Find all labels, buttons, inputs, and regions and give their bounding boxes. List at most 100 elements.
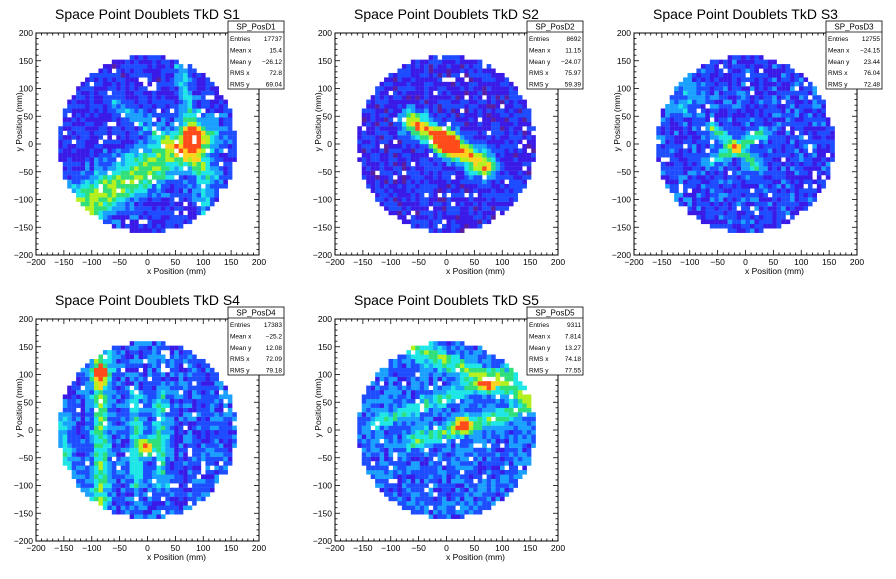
heatmap-bin: [504, 148, 509, 153]
heatmap-bin: [63, 126, 68, 131]
heatmap-bin: [728, 108, 733, 113]
heatmap-bin: [139, 131, 144, 136]
heatmap-bin: [692, 162, 697, 167]
heatmap-bin: [415, 166, 420, 171]
heatmap-bin: [188, 148, 193, 153]
heatmap-bin: [139, 113, 144, 118]
heatmap-bin: [817, 153, 822, 158]
heatmap-bin: [134, 228, 139, 233]
heatmap-bin: [683, 135, 688, 140]
heatmap-bin: [188, 219, 193, 224]
heatmap-bin: [500, 162, 505, 167]
heatmap-bin: [148, 430, 153, 435]
heatmap-bin: [447, 113, 452, 118]
heatmap-bin: [192, 69, 197, 74]
heatmap-bin: [393, 82, 398, 87]
heatmap-bin: [821, 117, 826, 122]
heatmap-bin: [121, 193, 126, 198]
heatmap-bin: [165, 73, 170, 78]
heatmap-bin: [732, 171, 737, 176]
heatmap-bin: [197, 426, 202, 431]
heatmap-bin: [741, 69, 746, 74]
heatmap-bin: [170, 219, 175, 224]
heatmap-bin: [112, 206, 117, 211]
heatmap-bin: [389, 171, 394, 176]
heatmap-bin: [746, 100, 751, 105]
heatmap-bin: [205, 417, 210, 422]
heatmap-bin: [112, 73, 117, 78]
heatmap-bin: [817, 184, 822, 189]
heatmap-bin: [174, 426, 179, 431]
heatmap-bin: [143, 461, 148, 466]
heatmap-bin: [429, 122, 434, 127]
heatmap-bin: [210, 193, 215, 198]
heatmap-bin: [696, 135, 701, 140]
heatmap-bin: [464, 166, 469, 171]
heatmap-bin: [527, 140, 532, 145]
heatmap-bin: [170, 510, 175, 515]
heatmap-bin: [125, 82, 130, 87]
heatmap-bin: [464, 104, 469, 109]
heatmap-bin: [786, 211, 791, 216]
heatmap-bin: [469, 135, 474, 140]
heatmap-bin: [143, 505, 148, 510]
heatmap-bin: [384, 100, 389, 105]
heatmap-bin: [98, 483, 103, 488]
heatmap-bin: [362, 162, 367, 167]
heatmap-bin: [473, 122, 478, 127]
heatmap-bin: [728, 157, 733, 162]
heatmap-bin: [786, 131, 791, 136]
heatmap-bin: [67, 439, 72, 444]
heatmap-bin: [790, 202, 795, 207]
heatmap-bin: [188, 77, 193, 82]
heatmap-bin: [223, 171, 228, 176]
heatmap-bin: [790, 131, 795, 136]
heatmap-bin: [139, 108, 144, 113]
heatmap-bin: [130, 64, 135, 69]
heatmap-bin: [223, 180, 228, 185]
heatmap-bin: [732, 55, 737, 60]
heatmap-bin: [799, 86, 804, 91]
heatmap-bin: [754, 104, 759, 109]
heatmap-bin: [469, 219, 474, 224]
heatmap-bin: [424, 126, 429, 131]
heatmap-bin: [63, 162, 68, 167]
heatmap-bin: [411, 100, 416, 105]
heatmap-bin: [438, 60, 443, 65]
heatmap-bin: [504, 140, 509, 145]
heatmap-bin: [705, 113, 710, 118]
heatmap-bin: [531, 135, 536, 140]
heatmap-bin: [174, 492, 179, 497]
heatmap-bin: [424, 148, 429, 153]
heatmap-bin: [455, 73, 460, 78]
heatmap-bin: [777, 100, 782, 105]
heatmap-bin: [156, 501, 161, 506]
heatmap-bin: [464, 60, 469, 65]
heatmap-bin: [473, 77, 478, 82]
heatmap-bin: [438, 100, 443, 105]
heatmap-bin: [487, 206, 492, 211]
heatmap-bin: [777, 153, 782, 158]
heatmap-bin: [786, 157, 791, 162]
heatmap-bin: [156, 434, 161, 439]
heatmap-bin: [808, 135, 813, 140]
heatmap-bin: [473, 117, 478, 122]
heatmap-bin: [491, 135, 496, 140]
heatmap-bin: [201, 448, 206, 453]
heatmap-bin: [389, 166, 394, 171]
heatmap-bin: [424, 171, 429, 176]
heatmap-bin: [139, 501, 144, 506]
heatmap-bin: [116, 421, 121, 426]
heatmap-bin: [424, 69, 429, 74]
heatmap-bin: [741, 215, 746, 220]
heatmap-bin: [772, 117, 777, 122]
heatmap-bin: [143, 86, 148, 91]
heatmap-bin: [67, 157, 72, 162]
heatmap-bin: [433, 193, 438, 198]
heatmap-bin: [812, 140, 817, 145]
heatmap-bin: [786, 77, 791, 82]
heatmap-bin: [420, 206, 425, 211]
heatmap-bin: [103, 439, 108, 444]
heatmap-bin: [719, 122, 724, 127]
